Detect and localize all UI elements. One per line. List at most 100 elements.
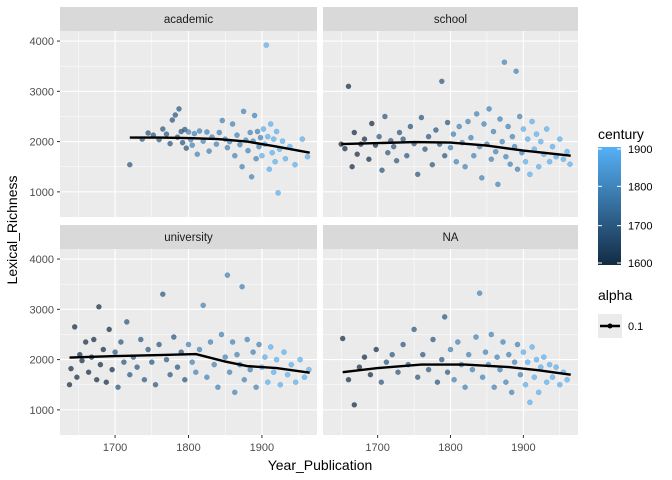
data-point — [169, 117, 176, 123]
data-point — [501, 59, 508, 66]
x-tick-label: 1700 — [103, 442, 127, 454]
data-point — [121, 359, 127, 365]
data-point — [368, 120, 375, 127]
data-point — [520, 349, 527, 355]
facet-strip-label: university — [164, 232, 213, 244]
y-tick-label: 1000 — [30, 187, 54, 199]
data-point — [196, 128, 203, 134]
data-point — [174, 364, 181, 370]
data-point — [538, 138, 544, 145]
smooth-trend-line — [342, 363, 571, 376]
data-point — [393, 157, 400, 164]
facet-panel-school: school — [323, 7, 578, 217]
data-point — [516, 113, 523, 120]
data-point — [511, 359, 518, 365]
data-point — [179, 139, 186, 146]
data-point — [384, 149, 391, 156]
data-point — [96, 303, 102, 310]
data-point — [390, 143, 397, 150]
data-point — [497, 116, 503, 122]
data-point — [462, 384, 468, 391]
data-point — [557, 136, 563, 142]
data-point — [148, 359, 155, 365]
data-point — [492, 148, 499, 155]
data-point — [482, 349, 489, 355]
data-point — [490, 128, 497, 135]
data-point — [297, 356, 303, 363]
data-point — [262, 354, 268, 360]
facet-strip — [60, 225, 317, 249]
data-point — [234, 351, 240, 358]
legend-alpha-title: alpha — [598, 287, 632, 303]
data-point — [546, 361, 553, 368]
data-point — [103, 379, 110, 386]
data-point — [503, 153, 509, 160]
data-point — [106, 326, 112, 333]
data-point — [396, 129, 403, 136]
data-point — [470, 152, 477, 159]
data-point — [145, 130, 151, 136]
data-point — [172, 112, 179, 118]
data-point — [479, 374, 486, 381]
data-point — [189, 142, 195, 148]
data-point — [207, 339, 214, 345]
data-point — [118, 339, 124, 345]
data-point — [91, 336, 97, 343]
data-point — [247, 129, 253, 136]
data-point — [342, 145, 348, 152]
y-tick-label: 2000 — [30, 137, 54, 149]
data-point — [183, 145, 190, 151]
colorbar-label: 1600 — [628, 258, 652, 270]
data-point — [273, 128, 280, 135]
data-point — [282, 155, 289, 162]
data-point — [275, 190, 281, 196]
data-point — [163, 356, 170, 363]
data-point — [109, 366, 115, 373]
data-point — [267, 344, 274, 350]
data-point — [351, 129, 358, 136]
data-point — [299, 136, 306, 142]
data-point — [361, 136, 368, 142]
data-point — [137, 336, 144, 343]
data-point — [481, 121, 487, 127]
data-point — [127, 161, 133, 168]
data-point — [438, 78, 445, 85]
data-point — [192, 369, 199, 376]
data-point — [524, 136, 531, 142]
data-point — [447, 144, 454, 151]
data-point — [167, 371, 173, 378]
x-tick-label: 1900 — [250, 442, 274, 454]
data-point — [508, 389, 515, 396]
data-point — [254, 128, 261, 135]
data-point — [213, 141, 220, 147]
data-point — [529, 118, 535, 125]
data-point — [454, 339, 461, 345]
data-point — [219, 117, 226, 124]
data-point — [245, 147, 251, 154]
facet-strip — [323, 225, 578, 249]
data-point — [514, 166, 521, 172]
data-point — [473, 334, 479, 340]
data-point — [451, 376, 457, 383]
data-point — [557, 381, 563, 388]
data-point — [229, 121, 236, 127]
data-point — [170, 334, 177, 340]
data-point — [284, 371, 291, 378]
data-point — [259, 152, 265, 159]
data-point — [513, 68, 519, 74]
data-point — [469, 366, 476, 373]
data-point — [159, 126, 166, 132]
data-point — [503, 379, 509, 386]
data-point — [167, 140, 173, 147]
data-point — [543, 379, 550, 386]
data-point — [253, 384, 259, 391]
colorbar-label: 1700 — [628, 221, 652, 233]
data-point — [438, 356, 445, 363]
data-point — [112, 349, 118, 355]
data-point — [241, 376, 248, 383]
data-point — [204, 374, 210, 381]
data-point — [196, 346, 203, 353]
data-point — [376, 133, 382, 140]
data-point — [273, 356, 280, 363]
data-point — [549, 143, 556, 150]
